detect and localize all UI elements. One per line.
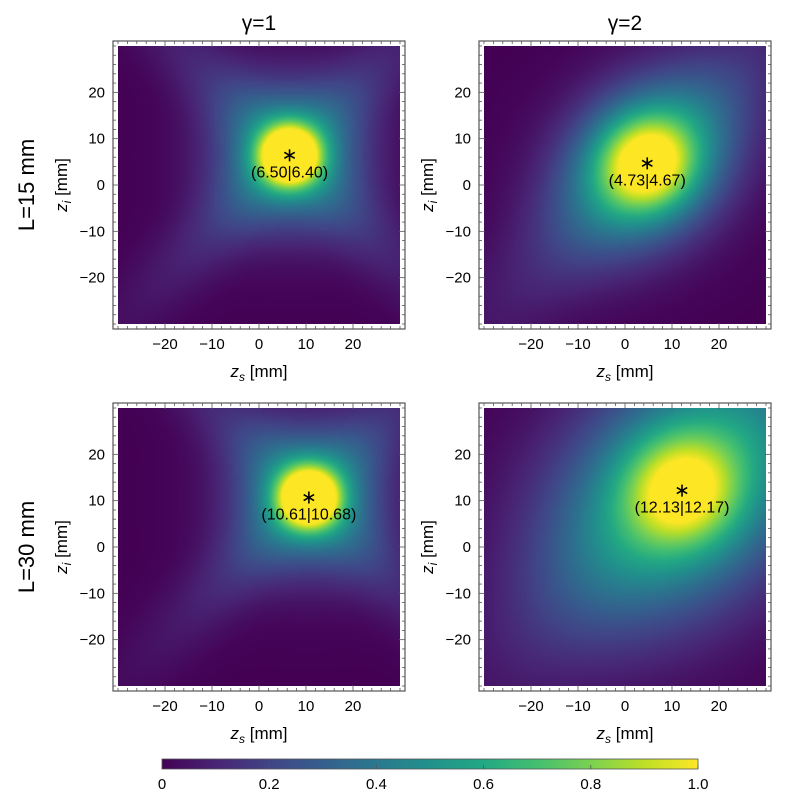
peak-label: (12.13|12.17) [635,500,730,517]
heatmap-image [118,46,400,324]
y-tick-label: 0 [97,539,105,556]
x-tick-label: 20 [345,698,362,715]
heatmap-panel-4: −20 −10 0 10 20 −20 −10 0 10 20 zs [mm] zi [mm] (12.… [418,402,772,746]
x-tick-label: −10 [199,698,224,715]
x-tick-label: −10 [565,698,590,715]
heatmap-panel-2: −20 −10 0 10 20 −20 −10 0 10 20 zs [mm] zi [mm] (4.7… [418,40,772,384]
y-tick-label: −20 [80,270,105,287]
colorbar [161,758,699,770]
x-tick-label: 0 [255,698,263,715]
heatmap-image [484,46,766,324]
y-axis-label: zi [mm] [52,520,74,575]
y-tick-label: −20 [446,632,471,649]
peak-marker [641,157,653,170]
y-tick-label: 0 [463,177,471,194]
x-tick-label: 20 [711,698,728,715]
x-tick-label: 10 [664,336,681,353]
y-tick-label: 20 [454,84,471,101]
x-axis-label: zs [mm] [596,362,654,384]
y-axis-label: zi [mm] [418,158,440,213]
y-tick-label: 0 [97,177,105,194]
x-tick-label: −20 [518,336,543,353]
heatmap-panel-3: −20 −10 0 10 20 −20 −10 0 10 20 zs [mm] zi [mm] (10.… [52,402,406,746]
y-tick-label: −10 [80,223,105,240]
y-tick-label: −10 [446,223,471,240]
x-tick-label: −10 [199,336,224,353]
heatmap-image [484,408,766,686]
peak-label: (10.61|10.68) [261,507,356,524]
y-tick-label: 10 [454,493,471,510]
colorbar-tick-label: 0.2 [259,776,280,793]
y-tick-label: −20 [80,632,105,649]
y-tick-label: −10 [80,585,105,602]
colorbar-tick-label: 0.4 [366,776,387,793]
peak-label: (4.73|4.67) [609,172,686,189]
x-tick-label: −20 [518,698,543,715]
y-tick-label: 0 [463,539,471,556]
x-tick-label: 10 [298,698,315,715]
x-tick-label: −20 [152,698,177,715]
heatmap-image [118,408,400,686]
peak-label: (6.50|6.40) [251,164,328,181]
x-tick-label: 20 [345,336,362,353]
x-axis-label: zs [mm] [596,724,654,746]
peak-marker [676,484,688,497]
column-title-1: γ=1 [242,12,276,35]
row-label-1: L=15 mm [14,139,39,231]
x-axis-label: zs [mm] [230,724,288,746]
x-tick-label: 10 [664,698,681,715]
colorbar-tick-label: 0.8 [580,776,601,793]
y-tick-label: −20 [446,270,471,287]
x-tick-label: 0 [621,336,629,353]
x-tick-label: 10 [298,336,315,353]
x-tick-label: 0 [255,336,263,353]
colorbar-tick-label: 0.6 [473,776,494,793]
heatmap-panel-1: −20 −10 0 10 20 −20 −10 0 10 20 zs [mm] zi [mm] (6.5… [52,40,406,384]
peak-marker [303,491,315,504]
row-label-2: L=30 mm [14,501,39,593]
y-tick-label: 20 [88,84,105,101]
y-tick-label: 10 [88,131,105,148]
y-tick-label: 20 [88,446,105,463]
x-tick-label: 20 [711,336,728,353]
y-tick-label: 10 [88,493,105,510]
colorbar-tick-label: 1.0 [688,776,709,793]
column-title-2: γ=2 [608,12,642,35]
colorbar-tick-label: 0 [158,776,166,793]
y-tick-label: −10 [446,585,471,602]
y-axis-label: zi [mm] [418,520,440,575]
y-axis-label: zi [mm] [52,158,74,213]
y-tick-label: 10 [454,131,471,148]
x-axis-label: zs [mm] [230,362,288,384]
x-tick-label: 0 [621,698,629,715]
x-tick-label: −20 [152,336,177,353]
y-tick-label: 20 [454,446,471,463]
x-tick-label: −10 [565,336,590,353]
peak-marker [283,149,296,162]
